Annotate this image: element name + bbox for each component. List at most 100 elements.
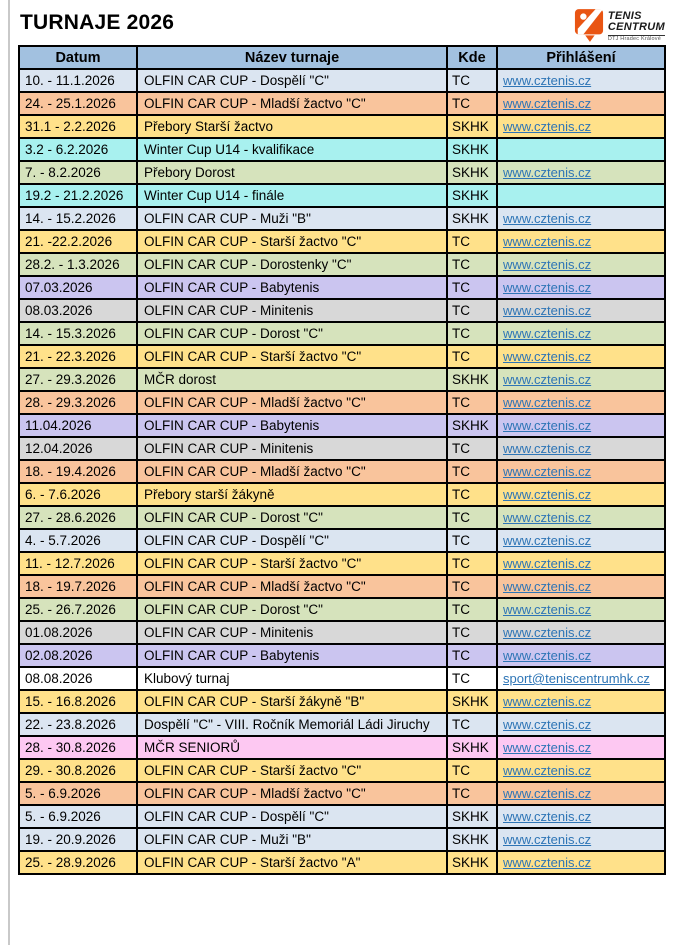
registration-link[interactable]: www.cztenis.cz — [503, 372, 592, 387]
registration-link[interactable]: www.cztenis.cz — [503, 280, 592, 295]
datum-cell: 19.2 - 21.2.2026 — [18, 183, 138, 208]
table-row: 28.2. - 1.3.2026 OLFIN CAR CUP - Dorosten… — [18, 252, 666, 277]
table-row: 21. -22.2.2026 OLFIN CAR CUP - Starší žac… — [18, 229, 666, 254]
registration-link[interactable]: www.cztenis.cz — [503, 556, 592, 571]
kde-cell: TC — [446, 298, 498, 323]
nazev-cell: OLFIN CAR CUP - Minitenis — [136, 436, 448, 461]
nazev-cell: OLFIN CAR CUP - Dospělí "C" — [136, 528, 448, 553]
kde-cell: SKHK — [446, 183, 498, 208]
registration-link[interactable]: www.cztenis.cz — [503, 648, 592, 663]
table-row: 14. - 15.2.2026 OLFIN CAR CUP - Muži "B" S… — [18, 206, 666, 231]
nazev-cell: Dospělí "C" - VIII. Ročník Memoriál Ládi… — [136, 712, 448, 737]
kde-cell: SKHK — [446, 735, 498, 760]
datum-cell: 08.08.2026 — [18, 666, 138, 691]
nazev-cell: Winter Cup U14 - kvalifikace — [136, 137, 448, 162]
kde-cell: SKHK — [446, 827, 498, 852]
registration-link[interactable]: sport@teniscentrumhk.cz — [503, 671, 650, 686]
registration-link[interactable]: www.cztenis.cz — [503, 625, 592, 640]
registration-link[interactable]: www.cztenis.cz — [503, 832, 592, 847]
registration-link[interactable]: www.cztenis.cz — [503, 717, 592, 732]
tenis-centrum-logo-icon — [574, 9, 603, 42]
table-row: 24. - 25.1.2026 OLFIN CAR CUP - Mladší ža… — [18, 91, 666, 116]
table-row: 18. - 19.7.2026 OLFIN CAR CUP - Mladší ža… — [18, 574, 666, 599]
datum-cell: 18. - 19.7.2026 — [18, 574, 138, 599]
nazev-cell: OLFIN CAR CUP - Starší žactvo "A" — [136, 850, 448, 875]
kde-cell: TC — [446, 528, 498, 553]
registration-link[interactable]: www.cztenis.cz — [503, 349, 592, 364]
datum-cell: 18. - 19.4.2026 — [18, 459, 138, 484]
table-row: 31.1 - 2.2.2026 Přebory Starší žactvo SKHK… — [18, 114, 666, 139]
registration-link[interactable]: www.cztenis.cz — [503, 96, 592, 111]
registration-link[interactable]: www.cztenis.cz — [503, 694, 592, 709]
prihlaseni-cell: www.cztenis.cz — [496, 827, 666, 852]
table-row: 15. - 16.8.2026 OLFIN CAR CUP - Starší žá… — [18, 689, 666, 714]
kde-cell: TC — [446, 459, 498, 484]
registration-link[interactable]: www.cztenis.cz — [503, 211, 592, 226]
registration-link[interactable]: www.cztenis.cz — [503, 119, 592, 134]
datum-cell: 11. - 12.7.2026 — [18, 551, 138, 576]
registration-link[interactable]: www.cztenis.cz — [503, 165, 592, 180]
nazev-cell: OLFIN CAR CUP - Minitenis — [136, 298, 448, 323]
prihlaseni-cell: www.cztenis.cz — [496, 528, 666, 553]
kde-cell: TC — [446, 781, 498, 806]
prihlaseni-cell: www.cztenis.cz — [496, 643, 666, 668]
table-row: 01.08.2026 OLFIN CAR CUP - Minitenis TC www… — [18, 620, 666, 645]
nazev-cell: OLFIN CAR CUP - Dorost "C" — [136, 321, 448, 346]
table-row: 3.2 - 6.2.2026 Winter Cup U14 - kvalifika… — [18, 137, 666, 162]
datum-cell: 31.1 - 2.2.2026 — [18, 114, 138, 139]
registration-link[interactable]: www.cztenis.cz — [503, 234, 592, 249]
nazev-cell: OLFIN CAR CUP - Starší žákyně "B" — [136, 689, 448, 714]
table-row: 5. - 6.9.2026 OLFIN CAR CUP - Mladší žact… — [18, 781, 666, 806]
kde-cell: TC — [446, 482, 498, 507]
datum-cell: 27. - 29.3.2026 — [18, 367, 138, 392]
datum-cell: 08.03.2026 — [18, 298, 138, 323]
registration-link[interactable]: www.cztenis.cz — [503, 763, 592, 778]
kde-cell: TC — [446, 275, 498, 300]
registration-link[interactable]: www.cztenis.cz — [503, 303, 592, 318]
nazev-cell: OLFIN CAR CUP - Dospělí "C" — [136, 804, 448, 829]
nazev-cell: OLFIN CAR CUP - Starší žactvo "C" — [136, 229, 448, 254]
kde-cell: TC — [446, 597, 498, 622]
datum-cell: 21. -22.2.2026 — [18, 229, 138, 254]
nazev-cell: OLFIN CAR CUP - Muži "B" — [136, 206, 448, 231]
registration-link[interactable]: www.cztenis.cz — [503, 441, 592, 456]
registration-link[interactable]: www.cztenis.cz — [503, 786, 592, 801]
registration-link[interactable]: www.cztenis.cz — [503, 809, 592, 824]
prihlaseni-cell: www.cztenis.cz — [496, 367, 666, 392]
nazev-cell: OLFIN CAR CUP - Dospělí "C" — [136, 68, 448, 93]
registration-link[interactable]: www.cztenis.cz — [503, 855, 592, 870]
prihlaseni-cell: www.cztenis.cz — [496, 298, 666, 323]
registration-link[interactable]: www.cztenis.cz — [503, 418, 592, 433]
prihlaseni-cell: www.cztenis.cz — [496, 804, 666, 829]
datum-cell: 10. - 11.1.2026 — [18, 68, 138, 93]
registration-link[interactable]: www.cztenis.cz — [503, 740, 592, 755]
datum-cell: 5. - 6.9.2026 — [18, 781, 138, 806]
nazev-cell: OLFIN CAR CUP - Starší žactvo "C" — [136, 344, 448, 369]
prihlaseni-cell — [496, 183, 666, 208]
nazev-cell: OLFIN CAR CUP - Dorost "C" — [136, 505, 448, 530]
logo-wordmark: TENIS CENTRUM DTJ Hradec Králové — [607, 9, 665, 42]
prihlaseni-cell: www.cztenis.cz — [496, 229, 666, 254]
prihlaseni-cell: www.cztenis.cz — [496, 781, 666, 806]
datum-cell: 6. - 7.6.2026 — [18, 482, 138, 507]
nazev-cell: OLFIN CAR CUP - Babytenis — [136, 413, 448, 438]
table-row: 11. - 12.7.2026 OLFIN CAR CUP - Starší ža… — [18, 551, 666, 576]
registration-link[interactable]: www.cztenis.cz — [503, 73, 592, 88]
registration-link[interactable]: www.cztenis.cz — [503, 487, 592, 502]
logo-text-tenis: TENIS — [607, 10, 642, 22]
kde-cell: TC — [446, 252, 498, 277]
registration-link[interactable]: www.cztenis.cz — [503, 602, 592, 617]
prihlaseni-cell: www.cztenis.cz — [496, 597, 666, 622]
registration-link[interactable]: www.cztenis.cz — [503, 579, 592, 594]
registration-link[interactable]: www.cztenis.cz — [503, 533, 592, 548]
registration-link[interactable]: www.cztenis.cz — [503, 257, 592, 272]
registration-link[interactable]: www.cztenis.cz — [503, 464, 592, 479]
prihlaseni-cell: www.cztenis.cz — [496, 850, 666, 875]
kde-cell: TC — [446, 574, 498, 599]
datum-cell: 11.04.2026 — [18, 413, 138, 438]
registration-link[interactable]: www.cztenis.cz — [503, 395, 592, 410]
datum-cell: 25. - 28.9.2026 — [18, 850, 138, 875]
registration-link[interactable]: www.cztenis.cz — [503, 510, 592, 525]
nazev-cell: OLFIN CAR CUP - Babytenis — [136, 275, 448, 300]
registration-link[interactable]: www.cztenis.cz — [503, 326, 592, 341]
